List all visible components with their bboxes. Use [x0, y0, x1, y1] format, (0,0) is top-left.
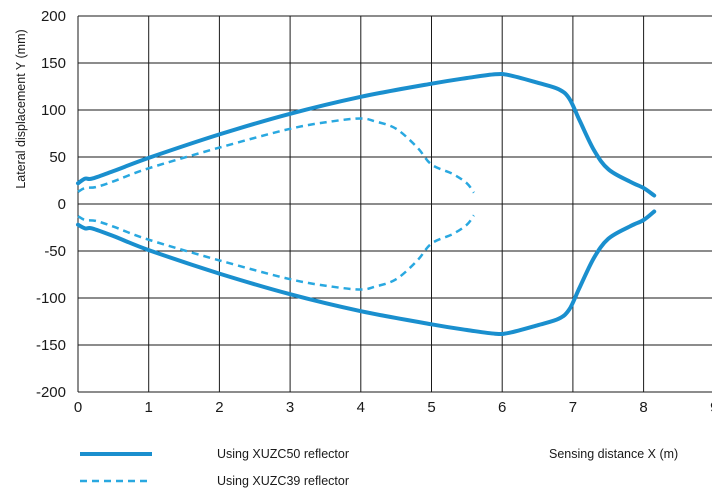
series-xuzc39-upper-line — [77, 117, 475, 194]
x-tick-label: 3 — [286, 399, 294, 416]
y-tick-label: 100 — [41, 102, 66, 119]
x-tick-label: 9 — [710, 399, 712, 416]
legend-label-xuzc39: Using XUZC39 reflector — [217, 474, 349, 488]
y-tick-label: 0 — [58, 196, 66, 213]
y-tick-label: -200 — [36, 384, 66, 401]
y-tick-label: 150 — [41, 55, 66, 72]
x-tick-label: 8 — [639, 399, 647, 416]
x-axis-label: Sensing distance X (m) — [549, 447, 678, 461]
y-tick-label: -50 — [44, 243, 66, 260]
series-xuzc39-lower-line — [77, 214, 475, 291]
series-xuzc50-lower-line — [76, 209, 657, 337]
y-axis-ticks: 200 150 100 50 0 -50 -100 -150 -200 — [36, 8, 66, 401]
legend-label-xuzc50: Using XUZC50 reflector — [217, 447, 349, 461]
y-tick-label: 200 — [41, 8, 66, 25]
legend: Using XUZC50 reflector Using XUZC39 refl… — [80, 447, 349, 488]
x-tick-label: 5 — [427, 399, 435, 416]
grid — [77, 15, 712, 393]
x-axis-ticks: 0 1 2 3 4 5 6 7 8 9 — [74, 399, 712, 416]
y-tick-label: -100 — [36, 290, 66, 307]
series-layer — [76, 71, 657, 337]
x-tick-label: 6 — [498, 399, 506, 416]
x-tick-label: 7 — [569, 399, 577, 416]
y-axis-label: Lateral displacement Y (mm) — [14, 29, 28, 188]
x-tick-label: 0 — [74, 399, 82, 416]
series-xuzc50-upper-line — [76, 71, 657, 198]
y-tick-label: 50 — [49, 149, 66, 166]
x-tick-label: 1 — [145, 399, 153, 416]
x-tick-label: 2 — [215, 399, 223, 416]
y-tick-label: -150 — [36, 337, 66, 354]
x-tick-label: 4 — [357, 399, 365, 416]
